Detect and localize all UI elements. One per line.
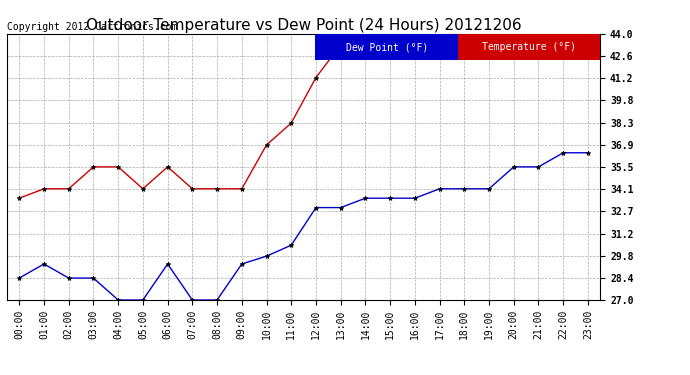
Text: Temperature (°F): Temperature (°F) xyxy=(482,42,576,52)
Text: Copyright 2012 Cartronics.com: Copyright 2012 Cartronics.com xyxy=(7,22,177,33)
Bar xyxy=(458,34,600,60)
Bar xyxy=(315,34,458,60)
Title: Outdoor Temperature vs Dew Point (24 Hours) 20121206: Outdoor Temperature vs Dew Point (24 Hou… xyxy=(86,18,522,33)
Text: Dew Point (°F): Dew Point (°F) xyxy=(346,42,428,52)
